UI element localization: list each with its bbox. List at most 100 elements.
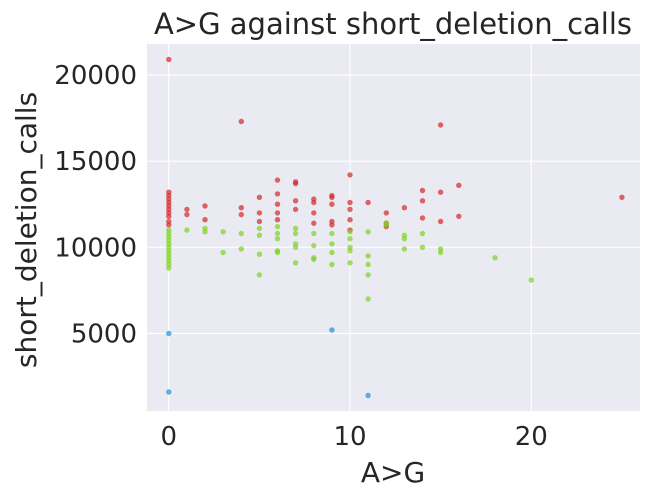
data-point <box>274 249 281 256</box>
data-point <box>311 256 317 263</box>
data-point <box>437 189 444 195</box>
data-point <box>256 251 263 257</box>
data-point <box>329 261 335 268</box>
data-point <box>311 230 317 237</box>
data-point <box>220 249 226 256</box>
data-point <box>202 217 208 223</box>
data-point <box>419 244 426 250</box>
y-tick-label: 20000 <box>54 61 137 91</box>
data-point <box>292 206 299 213</box>
data-point <box>437 218 444 225</box>
data-point <box>311 199 317 206</box>
data-point <box>365 272 371 278</box>
data-point <box>202 229 208 235</box>
y-tick-label: 10000 <box>54 233 137 263</box>
data-point <box>166 265 172 271</box>
data-point <box>347 248 353 254</box>
data-point <box>166 56 172 63</box>
data-point <box>329 194 335 200</box>
data-point <box>238 246 244 252</box>
data-point <box>401 246 408 252</box>
data-point <box>184 227 190 233</box>
data-point <box>437 249 444 256</box>
data-point <box>365 199 371 206</box>
data-point <box>419 198 426 204</box>
y-tick-label: 15000 <box>54 147 137 177</box>
data-point <box>238 230 244 237</box>
data-point <box>292 260 299 266</box>
data-point <box>274 217 281 223</box>
data-point <box>202 203 208 209</box>
data-point <box>292 198 299 204</box>
data-point <box>365 261 371 268</box>
data-point <box>383 210 389 216</box>
data-point <box>166 389 172 395</box>
x-tick-label: 0 <box>160 422 177 452</box>
data-point <box>329 222 335 228</box>
data-point <box>220 229 226 235</box>
data-point <box>274 230 281 237</box>
data-point <box>238 118 244 125</box>
data-point <box>292 180 299 187</box>
grid <box>147 44 640 411</box>
data-point <box>274 223 281 230</box>
data-point <box>274 210 281 216</box>
data-point <box>437 122 444 128</box>
data-point <box>311 220 317 226</box>
data-point <box>347 236 353 242</box>
data-point <box>365 253 371 259</box>
data-point <box>456 213 462 219</box>
data-point <box>256 225 263 232</box>
data-point <box>166 222 172 228</box>
data-point <box>383 222 389 228</box>
data-point <box>329 327 335 333</box>
data-point <box>256 272 263 278</box>
data-point <box>347 260 353 266</box>
data-point <box>311 210 317 216</box>
data-point <box>419 215 426 221</box>
data-point <box>274 177 281 183</box>
data-point <box>492 255 498 261</box>
data-point <box>419 230 426 237</box>
y-axis-label: short_deletion_calls <box>10 92 43 368</box>
data-point <box>256 210 263 216</box>
x-axis-label: A>G <box>361 456 425 489</box>
chart-title: A>G against short_deletion_calls <box>154 7 632 41</box>
data-point <box>329 230 335 237</box>
data-point <box>184 206 190 213</box>
data-point <box>365 229 371 235</box>
plot-area <box>147 44 640 411</box>
data-point <box>329 249 335 256</box>
data-point <box>274 191 281 197</box>
data-point <box>401 205 408 211</box>
data-point <box>256 232 263 238</box>
data-point <box>166 330 172 337</box>
data-point <box>274 236 281 242</box>
data-point <box>329 241 335 247</box>
data-point <box>184 211 190 218</box>
data-point <box>274 201 281 207</box>
data-point <box>292 230 299 237</box>
data-point <box>456 182 462 188</box>
data-point <box>347 217 353 223</box>
data-point <box>238 205 244 211</box>
tick-labels: 0 10 20 5000 10000 15000 20000 <box>54 61 548 452</box>
data-point <box>238 211 244 218</box>
data-point <box>347 172 353 178</box>
data-point <box>419 187 426 194</box>
y-tick-label: 5000 <box>71 319 137 349</box>
data-point <box>292 244 299 250</box>
data-point <box>256 194 263 200</box>
data-point <box>619 194 625 200</box>
data-point <box>365 392 371 399</box>
data-point <box>256 218 263 225</box>
data-point <box>347 206 353 213</box>
data-point <box>329 201 335 207</box>
data-points <box>166 56 625 399</box>
data-point <box>166 213 172 219</box>
x-tick-label: 20 <box>515 422 548 452</box>
data-point <box>528 277 534 283</box>
data-point <box>347 229 353 235</box>
data-point <box>401 236 408 242</box>
